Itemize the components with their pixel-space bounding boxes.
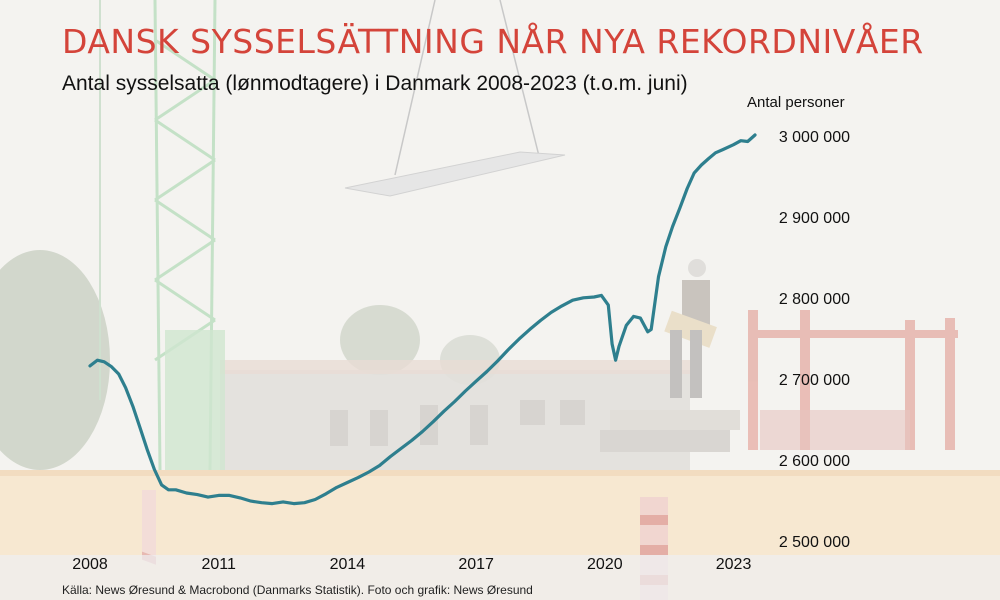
chart-title: DANSK SYSSELSÄTTNING NÅR NYA REKORDNIVÅE… [62,22,924,61]
x-tick-label: 2008 [72,556,108,573]
y-axis-label: Antal personer [747,94,845,111]
x-tick-label: 2020 [587,556,623,573]
x-tick-label: 2014 [330,556,366,573]
y-tick-label: 2 900 000 [779,210,850,227]
x-tick-label: 2023 [716,556,752,573]
y-tick-label: 2 700 000 [779,372,850,389]
y-tick-label: 3 000 000 [779,129,850,146]
employment-series-line [88,133,757,506]
x-tick-label: 2017 [458,556,494,573]
y-tick-labels: 2 500 000 2 600 000 2 700 000 2 800 000 2 90… [779,129,850,551]
chart-subtitle: Antal sysselsatta (lønmodtagere) i Danma… [62,72,688,95]
y-tick-label: 2 500 000 [779,534,850,551]
source-note: Källa: News Øresund & Macrobond (Danmark… [62,583,533,597]
x-tick-labels: 2008 2011 2014 2017 2020 2023 [72,556,751,573]
x-tick-label: 2011 [202,556,237,573]
y-tick-label: 2 800 000 [779,291,850,308]
y-tick-label: 2 600 000 [779,453,850,470]
